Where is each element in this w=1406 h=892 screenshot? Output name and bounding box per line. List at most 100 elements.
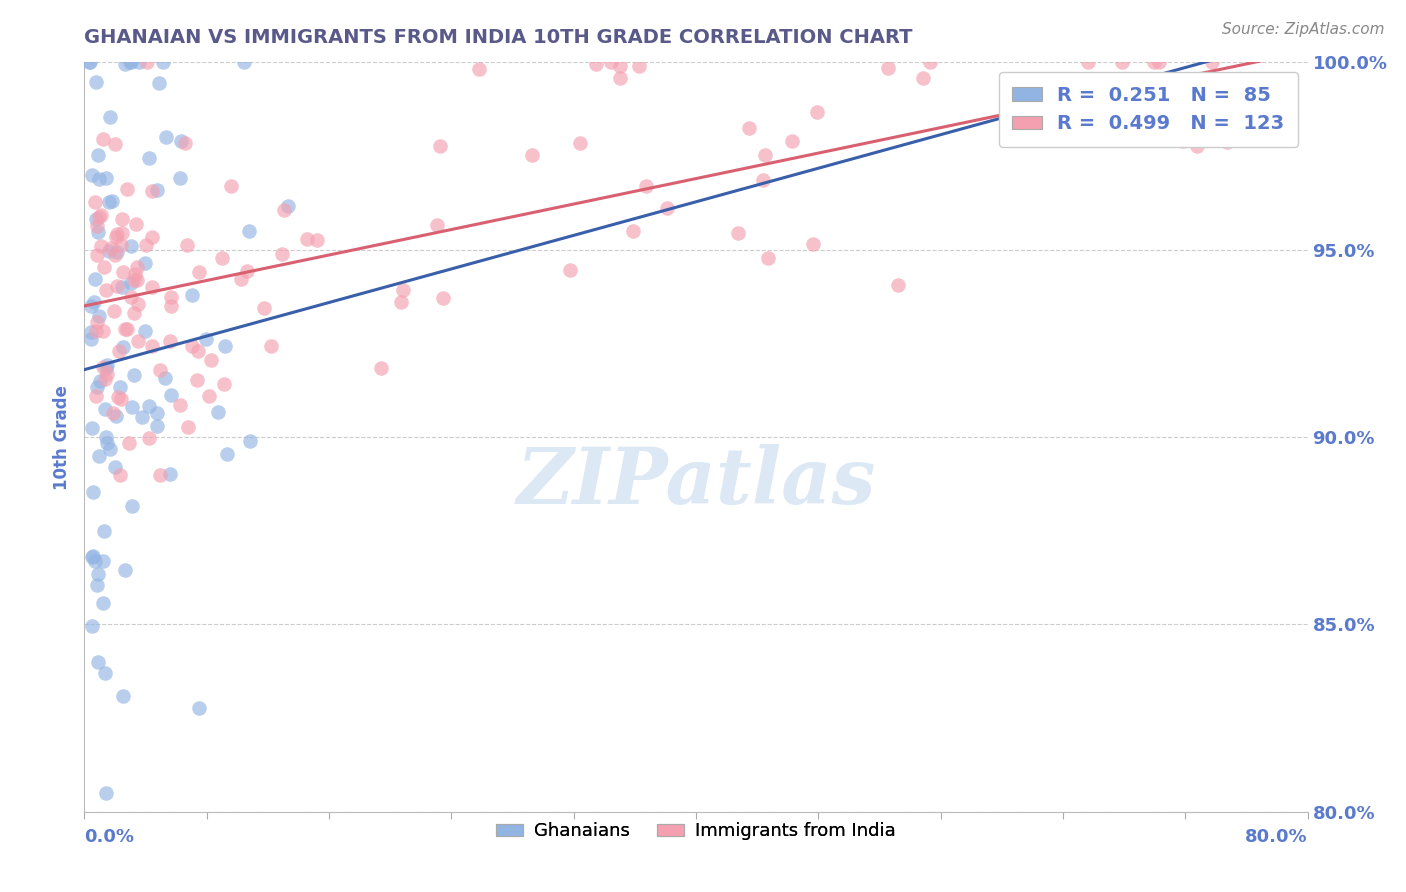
Point	[253, 301, 276, 316]
Point	[148, 76, 170, 90]
Point	[112, 340, 135, 354]
Point	[181, 288, 204, 302]
Point	[105, 227, 128, 241]
Point	[107, 390, 129, 404]
Point	[468, 62, 491, 77]
Point	[187, 343, 209, 358]
Point	[127, 260, 149, 274]
Point	[108, 344, 131, 359]
Text: ZIPatlas: ZIPatlas	[516, 444, 876, 520]
Text: Source: ZipAtlas.com: Source: ZipAtlas.com	[1222, 22, 1385, 37]
Point	[1111, 55, 1133, 70]
Point	[1040, 112, 1063, 127]
Point	[101, 406, 124, 420]
Point	[271, 246, 294, 260]
Point	[111, 279, 134, 293]
Point	[752, 173, 775, 187]
Point	[174, 136, 197, 150]
Point	[86, 380, 108, 394]
Point	[120, 277, 142, 291]
Point	[426, 218, 449, 232]
Point	[207, 405, 229, 419]
Point	[114, 322, 136, 336]
Point	[86, 225, 108, 239]
Point	[1201, 55, 1223, 70]
Point	[141, 230, 163, 244]
Point	[122, 272, 145, 286]
Point	[169, 170, 191, 185]
Point	[1168, 120, 1191, 134]
Point	[806, 104, 828, 119]
Point	[114, 57, 136, 71]
Point	[96, 283, 118, 297]
Point	[138, 151, 160, 165]
Point	[84, 75, 107, 89]
Point	[159, 467, 181, 481]
Point	[111, 265, 134, 279]
Point	[105, 278, 128, 293]
Point	[186, 373, 208, 387]
Point	[134, 324, 156, 338]
Point	[146, 418, 169, 433]
Point	[305, 233, 328, 247]
Point	[87, 148, 110, 162]
Point	[82, 549, 104, 563]
Point	[238, 223, 260, 237]
Point	[96, 367, 118, 381]
Point	[118, 436, 141, 450]
Point	[295, 232, 318, 246]
Point	[135, 238, 157, 252]
Point	[104, 409, 127, 423]
Point	[727, 227, 749, 241]
Point	[215, 447, 238, 461]
Point	[98, 195, 121, 210]
Point	[181, 339, 204, 353]
Point	[211, 252, 233, 266]
Point	[194, 332, 217, 346]
Point	[159, 334, 181, 348]
Point	[136, 55, 159, 70]
Point	[145, 184, 167, 198]
Text: 80.0%: 80.0%	[1244, 829, 1308, 847]
Point	[104, 137, 127, 152]
Point	[432, 291, 454, 305]
Point	[110, 467, 132, 482]
Point	[260, 339, 283, 353]
Point	[84, 388, 107, 402]
Point	[90, 239, 112, 253]
Point	[120, 290, 142, 304]
Point	[134, 256, 156, 270]
Point	[124, 267, 146, 281]
Point	[77, 55, 100, 70]
Point	[100, 111, 122, 125]
Point	[609, 59, 631, 73]
Point	[82, 619, 104, 633]
Point	[159, 299, 181, 313]
Point	[911, 70, 934, 85]
Point	[758, 251, 780, 265]
Point	[738, 121, 761, 136]
Point	[80, 421, 103, 435]
Point	[219, 178, 242, 193]
Point	[125, 273, 148, 287]
Point	[80, 299, 103, 313]
Point	[94, 360, 117, 375]
Point	[1212, 81, 1234, 95]
Point	[86, 578, 108, 592]
Point	[93, 665, 115, 680]
Point	[188, 265, 211, 279]
Point	[198, 389, 221, 403]
Point	[392, 283, 415, 297]
Point	[100, 194, 122, 209]
Point	[98, 442, 121, 456]
Point	[1147, 55, 1170, 70]
Point	[96, 435, 118, 450]
Point	[128, 55, 150, 70]
Point	[558, 263, 581, 277]
Point	[127, 334, 149, 348]
Point	[122, 306, 145, 320]
Point	[91, 324, 114, 338]
Point	[115, 322, 138, 336]
Point	[273, 203, 295, 218]
Point	[87, 210, 110, 224]
